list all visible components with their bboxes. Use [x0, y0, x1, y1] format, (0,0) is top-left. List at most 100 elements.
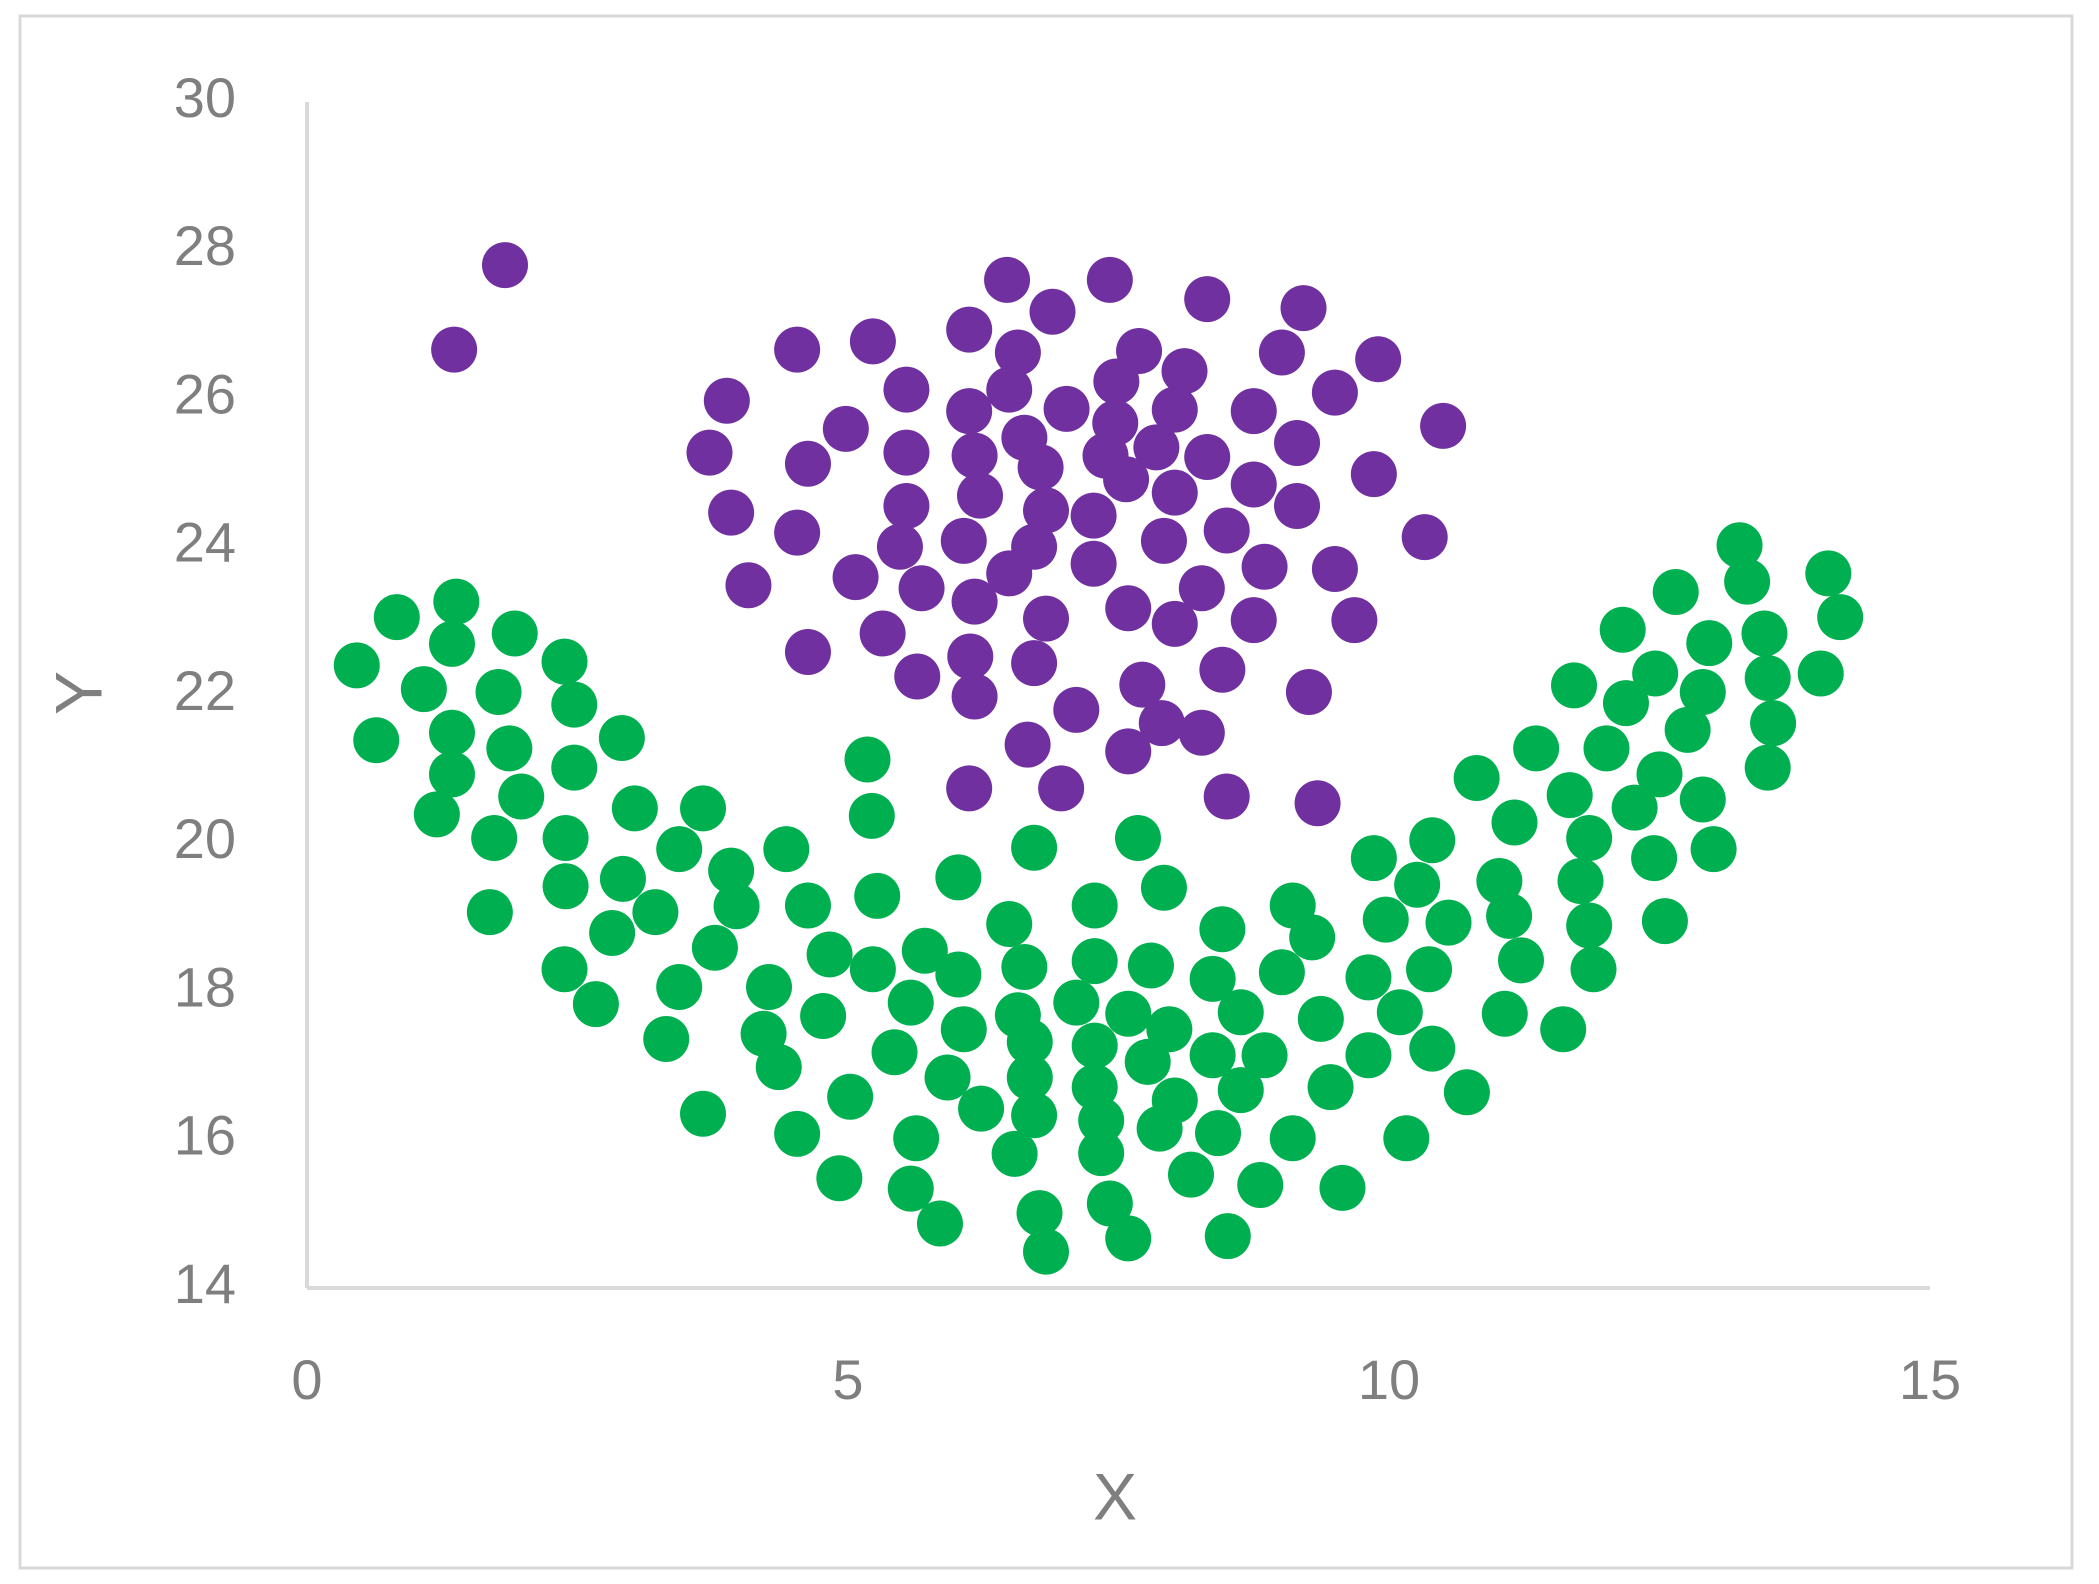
scatter-point: [1203, 507, 1250, 554]
scatter-point: [1151, 1077, 1198, 1124]
scatter-point: [827, 1073, 874, 1120]
scatter-point: [1140, 864, 1187, 911]
scatter-point: [1071, 882, 1118, 929]
scatter-point: [1383, 1115, 1430, 1162]
scatter-point: [541, 946, 588, 993]
scatter-point: [551, 744, 598, 791]
scatter-point: [1345, 954, 1392, 1001]
scatter-point: [986, 550, 1033, 597]
scatter-point: [1817, 594, 1864, 641]
scatter-point: [1078, 1097, 1125, 1144]
scatter-point: [1105, 990, 1152, 1037]
scatter-point: [1641, 898, 1688, 945]
scatter-point: [806, 931, 853, 978]
scatter-point: [1006, 1054, 1053, 1101]
scatter-point: [1294, 780, 1341, 827]
scatter-point: [883, 429, 930, 476]
scatter-point: [542, 863, 589, 910]
scatter-point: [1006, 1018, 1053, 1065]
scatter-point: [849, 946, 896, 993]
scatter-point: [1038, 765, 1085, 812]
scatter-point: [1184, 276, 1231, 323]
scatter-point: [947, 633, 994, 680]
scatter-point: [1425, 899, 1472, 946]
scatter-point: [784, 629, 831, 676]
scatter-point: [816, 1155, 863, 1202]
scatter-point: [498, 773, 545, 820]
scatter-point: [1133, 424, 1180, 471]
scatter-point: [1350, 835, 1397, 882]
scatter-point: [725, 562, 772, 609]
scatter-point: [1195, 1110, 1242, 1157]
scatter-point: [431, 326, 478, 373]
scatter-point: [491, 610, 538, 657]
scatter-point: [1453, 755, 1500, 802]
scatter-point: [1546, 772, 1593, 819]
x-tick-label: 5: [832, 1348, 863, 1411]
scatter-point: [713, 883, 760, 930]
scatter-point: [643, 1015, 690, 1062]
scatter-point: [844, 736, 891, 783]
scatter-point: [599, 855, 646, 902]
scatter-point: [1070, 492, 1117, 539]
scatter-point: [984, 256, 1031, 303]
scatter-point: [1750, 700, 1797, 747]
scatter-point: [1078, 1130, 1125, 1177]
scatter-point: [854, 872, 901, 919]
scatter-point: [1350, 451, 1397, 498]
scatter-point: [986, 366, 1033, 413]
y-tick-label: 22: [174, 659, 236, 722]
scatter-point: [951, 673, 998, 720]
scatter-point: [1086, 256, 1133, 303]
y-axis-title: Y: [41, 671, 115, 715]
scatter-point: [1204, 1213, 1251, 1260]
scatter-point: [1114, 815, 1161, 862]
scatter-point: [1116, 328, 1163, 375]
scatter-point: [656, 964, 703, 1011]
scatter-point: [1053, 979, 1100, 1026]
scatter-point: [1611, 784, 1658, 831]
scatter-point: [1138, 700, 1185, 747]
scatter-point: [1011, 824, 1058, 871]
scatter-point: [708, 489, 755, 536]
scatter-point: [551, 681, 598, 728]
scatter-point: [1631, 835, 1678, 882]
y-tick-label: 20: [174, 807, 236, 870]
scatter-point: [1140, 517, 1187, 564]
scatter-point: [1023, 1228, 1070, 1275]
scatter-point: [1498, 937, 1545, 984]
x-tick-label: 10: [1358, 1348, 1420, 1411]
scatter-point: [1297, 995, 1344, 1042]
scatter-point: [1053, 686, 1100, 733]
scatter-point: [632, 889, 679, 936]
scatter-point: [428, 751, 475, 798]
scatter-point: [763, 826, 810, 873]
scatter-point: [1566, 902, 1613, 949]
scatter-point: [901, 927, 948, 974]
y-tick-label: 26: [174, 362, 236, 425]
scatter-point: [1744, 744, 1791, 791]
y-tick-label: 28: [174, 214, 236, 277]
scatter-point: [1289, 914, 1336, 961]
scatter-point: [1401, 514, 1448, 561]
scatter-point: [1409, 817, 1456, 864]
scatter-point: [1016, 1190, 1063, 1237]
scatter-point: [800, 992, 847, 1039]
scatter-point: [1071, 1022, 1118, 1069]
scatter-point: [1237, 1161, 1284, 1208]
scatter-point: [1217, 1067, 1264, 1114]
scatter-point: [1146, 1006, 1193, 1053]
scatter-point: [859, 610, 906, 657]
scatter-point: [680, 1090, 727, 1137]
y-tick-label: 30: [174, 66, 236, 129]
scatter-point: [541, 638, 588, 685]
scatter-point: [1258, 329, 1305, 376]
scatter-point: [898, 565, 945, 612]
y-tick-label: 18: [174, 955, 236, 1018]
scatter-point: [1636, 751, 1683, 798]
scatter-point: [1105, 728, 1152, 775]
scatter-point: [1023, 487, 1070, 534]
scatter-point: [1570, 946, 1617, 993]
scatter-point: [1151, 469, 1198, 516]
